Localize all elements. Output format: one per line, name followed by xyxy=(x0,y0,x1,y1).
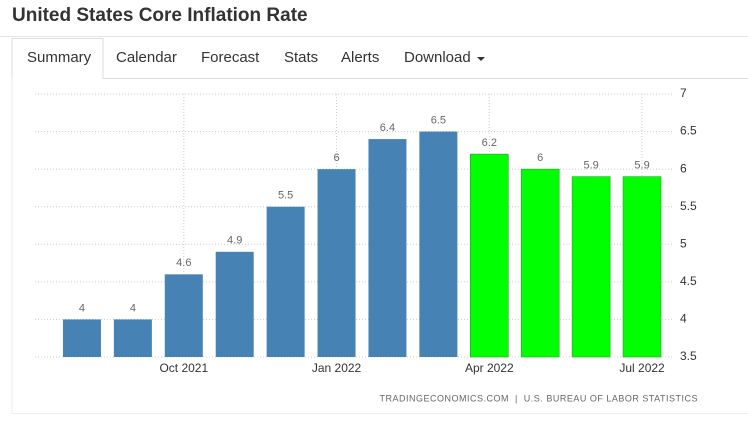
tab[interactable]: Stats xyxy=(284,49,318,66)
bar xyxy=(520,168,560,358)
value-label: 4.6 xyxy=(176,257,191,269)
active-tab-box xyxy=(11,38,104,79)
value-label: 5.9 xyxy=(634,160,649,172)
bar xyxy=(317,169,356,357)
value-label: 4 xyxy=(79,302,85,314)
bar xyxy=(571,176,611,358)
value-label: 6.4 xyxy=(380,122,395,134)
y-tick-label: 4 xyxy=(680,312,687,326)
value-label: 4 xyxy=(130,302,136,314)
x-tick-label: Jul 2022 xyxy=(619,361,665,375)
value-label: 6 xyxy=(333,152,339,164)
bar xyxy=(164,274,203,357)
bar xyxy=(62,319,101,357)
panel-border xyxy=(11,79,748,414)
bar xyxy=(215,251,254,357)
y-tick-label: 7 xyxy=(680,86,687,100)
tab[interactable]: Forecast xyxy=(201,49,260,66)
tab[interactable]: Download xyxy=(404,49,471,66)
x-tick-label: Jan 2022 xyxy=(312,361,362,375)
value-label: 6 xyxy=(537,152,543,164)
bar xyxy=(368,139,407,357)
bar xyxy=(113,319,152,357)
tab[interactable]: Alerts xyxy=(341,49,379,66)
y-tick-label: 6.5 xyxy=(680,124,697,138)
y-tick-label: 5.5 xyxy=(680,199,697,213)
value-label: 6.5 xyxy=(431,114,446,126)
y-tick-label: 3.5 xyxy=(680,349,697,363)
y-tick-label: 4.5 xyxy=(680,274,697,288)
bar xyxy=(419,131,458,357)
source: TRADINGECONOMICS.COM | U.S. BUREAU OF LA… xyxy=(379,393,698,403)
value-label: 5.9 xyxy=(583,160,598,172)
bar xyxy=(469,153,509,358)
bar xyxy=(266,206,305,357)
page-title: United States Core Inflation Rate xyxy=(12,5,308,26)
chart: 3.5 4 4.5 5 5.5 6 6.5 7 4 4 Oct 2021 4.6 4.9 5.5 Jan 2… xyxy=(35,86,697,375)
x-tick-label: Apr 2022 xyxy=(465,361,514,375)
dropdown-caret[interactable] xyxy=(477,57,485,61)
y-tick-label: 6 xyxy=(680,161,687,175)
value-label: 5.5 xyxy=(278,190,293,202)
value-label: 4.9 xyxy=(227,235,242,247)
tab[interactable]: Calendar xyxy=(116,49,177,66)
tab[interactable]: Summary xyxy=(27,49,92,66)
value-label: 6.2 xyxy=(482,137,497,149)
x-tick-label: Oct 2021 xyxy=(159,361,208,375)
y-tick-label: 5 xyxy=(680,236,687,250)
bar xyxy=(622,176,662,358)
